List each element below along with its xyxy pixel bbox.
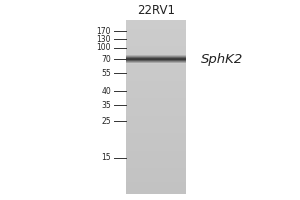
Text: 22RV1: 22RV1 — [137, 4, 175, 18]
Bar — [126, 49, 186, 52]
Bar — [126, 78, 186, 81]
Bar — [126, 168, 186, 171]
Bar — [126, 119, 186, 122]
Bar — [126, 63, 186, 64]
Bar — [126, 130, 186, 134]
Bar — [126, 156, 186, 160]
Bar — [126, 165, 186, 168]
Bar — [126, 55, 186, 56]
Bar — [126, 52, 186, 55]
Bar — [126, 92, 186, 96]
Bar — [126, 142, 186, 145]
Bar — [126, 72, 186, 75]
Bar — [126, 104, 186, 107]
Bar — [126, 61, 186, 62]
Bar — [126, 46, 186, 49]
Text: 55: 55 — [101, 68, 111, 77]
Bar — [126, 182, 186, 186]
Bar — [126, 34, 186, 38]
Text: 100: 100 — [97, 44, 111, 52]
Bar — [126, 61, 186, 64]
Bar — [126, 162, 186, 165]
Bar — [126, 26, 186, 29]
Bar — [126, 57, 186, 58]
Bar — [126, 58, 186, 59]
Bar — [126, 40, 186, 44]
Bar — [126, 127, 186, 131]
Bar — [126, 66, 186, 70]
Text: SphK2: SphK2 — [201, 52, 243, 66]
Bar — [126, 64, 186, 67]
Bar — [126, 101, 186, 104]
Bar — [126, 98, 186, 102]
Bar — [126, 145, 186, 148]
Bar — [126, 58, 186, 61]
Bar — [126, 133, 186, 136]
Text: 15: 15 — [101, 154, 111, 162]
Bar — [126, 60, 186, 61]
Bar — [126, 43, 186, 46]
Bar — [126, 55, 186, 56]
Bar — [126, 59, 186, 60]
Bar — [126, 29, 186, 32]
Bar — [126, 174, 186, 177]
Bar — [126, 113, 186, 116]
Bar — [126, 20, 186, 23]
Bar — [126, 23, 186, 26]
Bar — [126, 55, 186, 58]
Bar — [126, 116, 186, 119]
Bar — [126, 58, 186, 59]
Bar — [126, 37, 186, 41]
Bar — [126, 185, 186, 189]
Bar — [126, 150, 186, 154]
Bar — [126, 177, 186, 180]
Bar — [126, 69, 186, 73]
Bar — [126, 107, 186, 110]
Bar — [126, 110, 186, 113]
Bar — [126, 153, 186, 157]
Bar — [126, 84, 186, 87]
Bar — [126, 180, 186, 183]
Bar — [126, 90, 186, 93]
Text: 130: 130 — [97, 34, 111, 44]
Bar — [126, 136, 186, 139]
Bar — [126, 124, 186, 128]
Bar — [126, 32, 186, 35]
Text: 40: 40 — [101, 86, 111, 96]
Bar — [126, 87, 186, 90]
Bar — [126, 75, 186, 78]
Bar — [126, 139, 186, 142]
Bar — [126, 95, 186, 99]
Bar — [126, 148, 186, 151]
Bar — [126, 122, 186, 125]
Bar — [126, 171, 186, 174]
Bar — [126, 159, 186, 162]
Bar — [126, 61, 186, 62]
Text: 70: 70 — [101, 54, 111, 64]
Bar — [126, 191, 186, 194]
Bar — [126, 62, 186, 63]
Bar — [126, 188, 186, 191]
Text: 25: 25 — [101, 116, 111, 126]
Bar — [126, 56, 186, 57]
Text: 35: 35 — [101, 100, 111, 110]
Text: 170: 170 — [97, 26, 111, 36]
Bar — [126, 81, 186, 84]
